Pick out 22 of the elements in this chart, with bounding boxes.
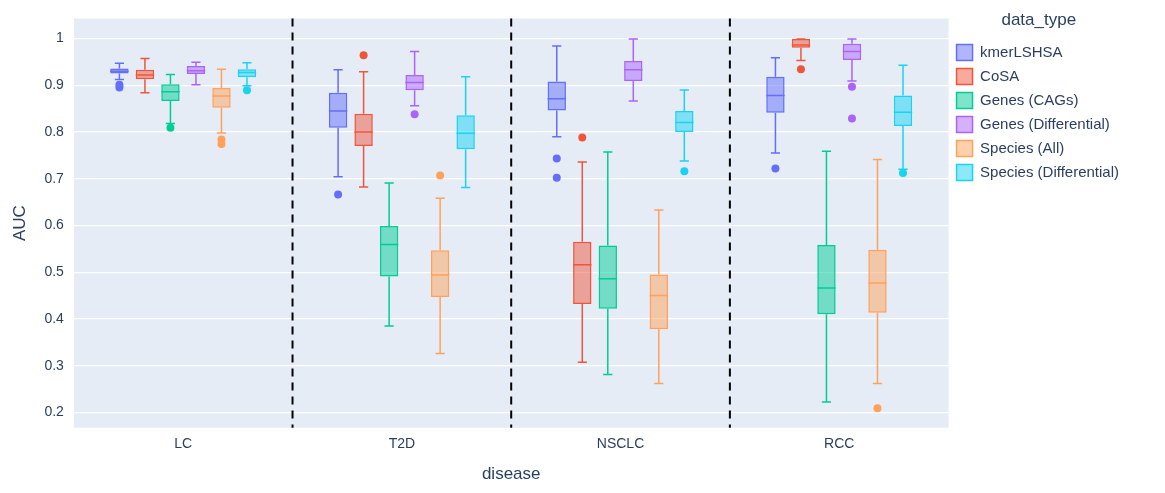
y-tick-label: 0.3 [44, 356, 65, 373]
y-tick-label: 0.9 [44, 76, 65, 93]
legend-label: kmerLSHSA [980, 42, 1063, 60]
y-tick-label: 0.8 [44, 122, 65, 139]
x-tick-label: LC [174, 435, 193, 452]
x-tick-label: RCC [824, 435, 855, 452]
legend-title: data_type [1001, 10, 1077, 30]
x-tick-label: T2D [388, 435, 416, 452]
y-tick-label: 0.4 [44, 309, 65, 326]
legend-label: Species (Differential) [980, 162, 1120, 180]
y-tick-label: 0.7 [44, 169, 65, 186]
x-axis-title: disease [481, 464, 541, 484]
x-tick-label: NSCLC [596, 435, 645, 452]
legend-label: Genes (Differential) [980, 114, 1110, 132]
y-tick-label: 1 [56, 29, 65, 46]
legend-label: Genes (CAGs) [980, 90, 1079, 108]
y-tick-label: 0.6 [44, 216, 65, 233]
y-tick-label: 0.5 [44, 263, 65, 280]
y-tick-label: 0.2 [44, 403, 65, 420]
legend-label: Species (All) [980, 138, 1065, 156]
legend-label: CoSA [980, 66, 1020, 84]
y-axis-title: AUC [9, 205, 29, 242]
